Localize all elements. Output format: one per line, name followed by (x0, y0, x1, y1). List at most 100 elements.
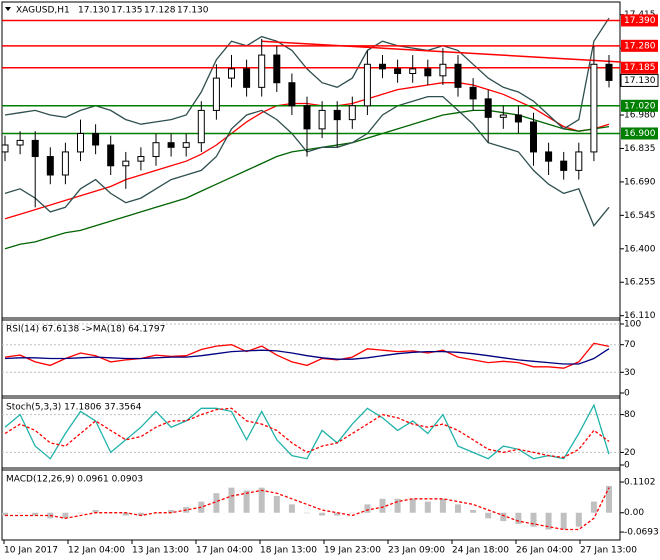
indicator-line (4, 403, 610, 460)
trend-line (261, 40, 622, 63)
candle-body (499, 114, 507, 118)
macd-bar (77, 512, 84, 514)
y-tick-label: 16.690 (624, 177, 656, 187)
candle-body (439, 63, 447, 77)
x-tick-label: 19 Jan 23:00 (324, 546, 381, 556)
y-tick-label: 16.545 (624, 211, 656, 221)
macd-bar (92, 509, 99, 513)
macd-bar (455, 504, 461, 513)
indicator-title: RSI(14) 67.6138 ->MA(18) 64.1797 (6, 325, 165, 335)
level-label-box (621, 61, 658, 74)
candle-body (1, 144, 9, 153)
y-tick-label: 16.835 (624, 144, 656, 154)
candle-body (107, 144, 115, 167)
macd-bar (485, 512, 492, 519)
level-label: 17.280 (624, 41, 656, 51)
candle-body (379, 63, 386, 70)
candle-body (16, 139, 24, 146)
macd-bar (530, 512, 537, 527)
candle-body (363, 63, 371, 107)
y-tick-label: 70 (624, 340, 636, 350)
candle-body (288, 82, 296, 107)
candle-body (469, 86, 477, 100)
x-tick-label: 17 Jan 04:00 (196, 546, 253, 556)
macd-bar (273, 496, 280, 513)
candle-body (243, 68, 251, 88)
macd-bar (379, 498, 386, 513)
macd-bar (198, 501, 205, 513)
x-tick-label: 10 Jan 2017 (4, 546, 58, 556)
quote: 17.128 (144, 6, 176, 16)
macd-bar (394, 498, 401, 513)
level-label-box (621, 39, 658, 52)
x-tick-label: 23 Jan 09:00 (388, 546, 445, 556)
candle-body (560, 160, 568, 171)
quote: 17.130 (78, 6, 110, 16)
candle-body (424, 68, 432, 77)
macd-bar (168, 509, 175, 513)
panel-frame (1, 1, 621, 319)
panel-frame (1, 469, 621, 541)
candle-body (409, 68, 417, 75)
candle-body (394, 68, 402, 75)
y-tick-label: 16.110 (624, 311, 656, 321)
macd-bar (228, 487, 235, 513)
indicator-line (4, 342, 610, 369)
candle-body (514, 114, 522, 123)
macd-bar (243, 490, 250, 513)
candle-body (484, 98, 492, 118)
y-tick-label: 30 (624, 368, 636, 378)
y-tick-label: 0.1102 (624, 478, 656, 488)
indicator-line (5, 487, 610, 531)
y-tick-label: 20 (624, 448, 636, 458)
level-label: 16.900 (624, 129, 656, 139)
candle-body (545, 151, 553, 162)
y-tick-label: 0 (624, 389, 630, 399)
candle-body (228, 68, 235, 79)
quote: 17.135 (111, 6, 143, 16)
macd-bar (213, 493, 220, 513)
candle-body (197, 109, 205, 144)
y-tick-label: 0.00 (624, 508, 644, 518)
macd-bar (319, 512, 326, 516)
macd-bar (606, 485, 612, 513)
level-label-box (621, 127, 658, 140)
macd-bar (409, 498, 416, 513)
candle-body (92, 132, 100, 146)
overlay-line (4, 17, 610, 130)
candle-body (46, 156, 54, 176)
indicator-title: MACD(12,26,9) 0.0961 0.0903 (6, 475, 143, 485)
candle-body (454, 63, 462, 88)
axis-frame (1, 1, 621, 541)
menu-arrow (5, 7, 11, 11)
macd-bar (439, 498, 446, 513)
macd-bar (122, 512, 129, 516)
candle-body (137, 156, 145, 162)
macd-bar (575, 512, 582, 527)
macd-bar (258, 487, 265, 513)
quote: 17.130 (177, 6, 209, 16)
macd-bar (545, 512, 552, 530)
macd-bar (288, 504, 295, 513)
macd-bar (62, 512, 69, 519)
level-label-box (621, 99, 658, 112)
candle-body (152, 142, 160, 158)
candle-body (182, 142, 190, 148)
y-tick-label: -0.0693 (624, 528, 659, 538)
candle-body (575, 151, 583, 171)
candle-body (77, 132, 84, 153)
candle-body (273, 54, 281, 84)
indicator-title: Stoch(5,3,3) 17.1806 37.3564 (6, 403, 142, 413)
candle-body (258, 54, 266, 88)
y-tick-label: 16.980 (624, 111, 656, 121)
current-price-box (620, 73, 659, 87)
candle-body (333, 109, 341, 121)
macd-bar (137, 512, 144, 516)
y-tick-label: 0 (624, 461, 630, 471)
panel-frame (1, 397, 621, 469)
level-label-box (621, 14, 658, 27)
macd-bar (2, 512, 8, 516)
macd-bar (424, 501, 431, 513)
indicator-line (4, 407, 610, 459)
macd-bar (334, 512, 341, 516)
